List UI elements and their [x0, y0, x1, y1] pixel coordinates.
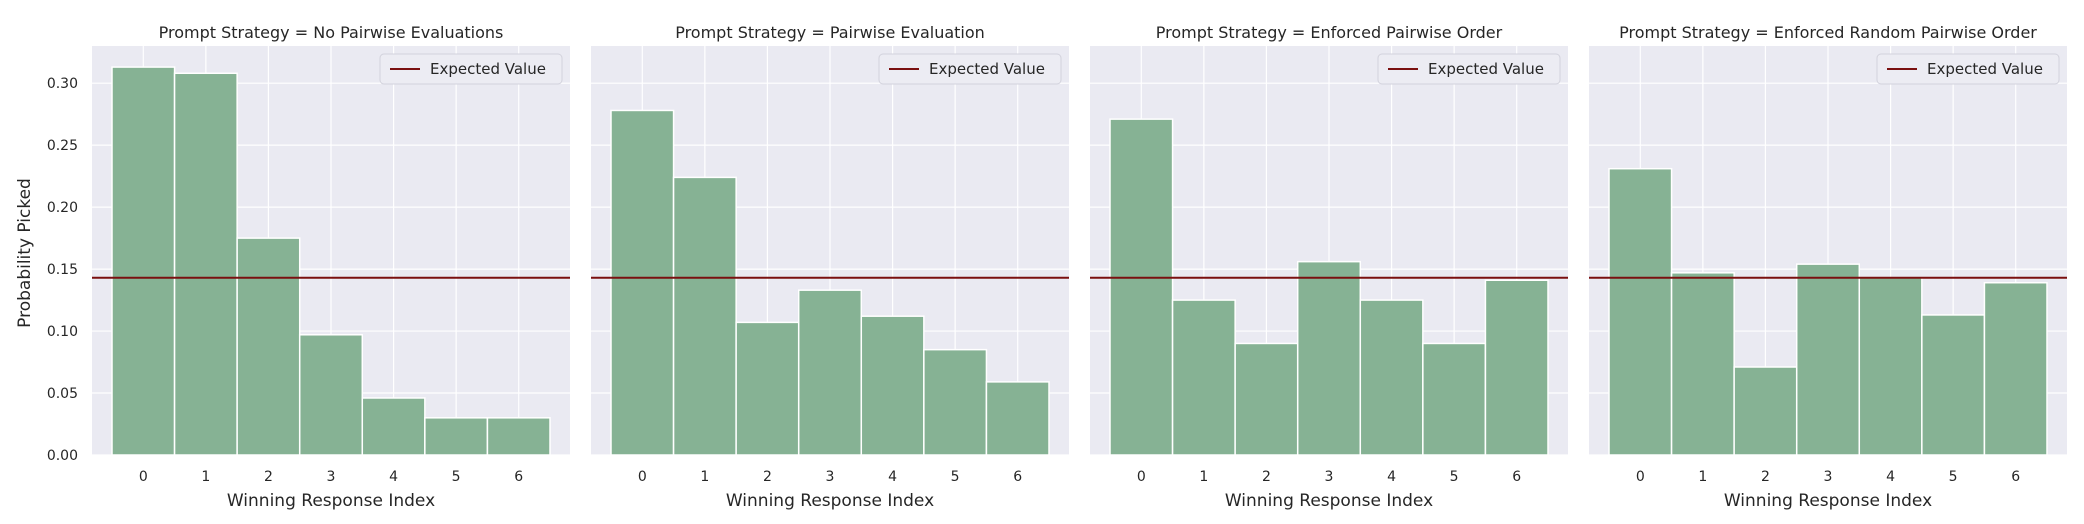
x-tick-label: 4: [1886, 469, 1895, 485]
x-tick-label: 3: [826, 469, 835, 485]
y-tick-label: 0.20: [47, 200, 78, 216]
x-tick-label: 4: [389, 469, 398, 485]
bar: [236, 237, 301, 456]
bar: [424, 417, 489, 456]
legend-box: [379, 53, 563, 85]
x-tick-label: 1: [1698, 469, 1707, 485]
bar: [1983, 281, 2048, 456]
bar: [672, 176, 737, 456]
x-tick-label: 2: [763, 469, 772, 485]
bar: [1422, 342, 1487, 456]
x-tick-label: 3: [327, 469, 336, 485]
x-tick-label: 0: [1636, 469, 1645, 485]
x-tick-label: 1: [201, 469, 210, 485]
bar: [735, 321, 800, 456]
bar: [923, 348, 988, 456]
bar: [1921, 314, 1986, 456]
x-tick-label: 3: [1824, 469, 1833, 485]
bar: [361, 397, 426, 456]
x-tick-label: 6: [1013, 469, 1022, 485]
y-tick-label: 0.10: [47, 324, 78, 340]
x-tick-label: 0: [638, 469, 647, 485]
bar: [1234, 342, 1299, 456]
bar: [985, 381, 1050, 456]
y-tick-label: 0.05: [47, 386, 78, 402]
x-tick-label: 5: [951, 469, 960, 485]
y-axis-label: Probability Picked: [15, 178, 35, 328]
legend-label: Expected Value: [1927, 60, 2043, 78]
x-axis-label: Winning Response Index: [726, 491, 934, 511]
legend-label: Expected Value: [430, 60, 546, 78]
bar: [797, 289, 863, 456]
x-tick-label: 2: [1761, 469, 1770, 485]
bar: [1733, 366, 1798, 456]
bar: [610, 109, 675, 456]
bar: [1608, 167, 1673, 456]
x-tick-label: 0: [139, 469, 148, 485]
panel-title: Prompt Strategy = No Pairwise Evaluation…: [159, 23, 504, 42]
x-tick-label: 6: [514, 469, 523, 485]
bar: [1795, 263, 1861, 456]
x-tick-label: 1: [700, 469, 709, 485]
x-tick-label: 4: [888, 469, 897, 485]
bar: [1109, 118, 1174, 456]
bar: [1484, 279, 1549, 456]
legend-box: [878, 53, 1062, 85]
x-tick-label: 3: [1325, 469, 1334, 485]
bar: [298, 334, 364, 456]
x-tick-label: 2: [264, 469, 273, 485]
legend-label: Expected Value: [1428, 60, 1544, 78]
legend-label: Expected Value: [929, 60, 1045, 78]
x-tick-label: 6: [1512, 469, 1521, 485]
y-tick-label: 0.25: [47, 138, 78, 154]
bar: [1296, 260, 1362, 456]
bar: [1359, 299, 1424, 456]
x-axis-label: Winning Response Index: [1724, 491, 1932, 511]
bar: [173, 72, 238, 456]
x-tick-label: 0: [1137, 469, 1146, 485]
x-tick-label: 5: [1949, 469, 1958, 485]
bar: [486, 417, 551, 456]
panel-title: Prompt Strategy = Enforced Random Pairwi…: [1619, 23, 2037, 42]
y-tick-label: 0.15: [47, 262, 78, 278]
y-tick-label: 0.00: [47, 448, 78, 464]
x-tick-label: 4: [1387, 469, 1396, 485]
panel-title: Prompt Strategy = Pairwise Evaluation: [675, 23, 985, 42]
bar: [1171, 299, 1236, 456]
x-tick-label: 1: [1199, 469, 1208, 485]
x-tick-label: 5: [1450, 469, 1459, 485]
x-tick-label: 2: [1262, 469, 1271, 485]
x-axis-label: Winning Response Index: [1225, 491, 1433, 511]
x-tick-label: 6: [2011, 469, 2020, 485]
legend-box: [1876, 53, 2060, 85]
bar: [860, 315, 925, 456]
bar: [1858, 277, 1923, 456]
x-axis-label: Winning Response Index: [227, 491, 435, 511]
bar: [1670, 272, 1735, 456]
y-tick-label: 0.30: [47, 76, 78, 92]
x-tick-label: 5: [452, 469, 461, 485]
bar: [111, 66, 176, 456]
legend-box: [1377, 53, 1561, 85]
panel-title: Prompt Strategy = Enforced Pairwise Orde…: [1156, 23, 1503, 42]
